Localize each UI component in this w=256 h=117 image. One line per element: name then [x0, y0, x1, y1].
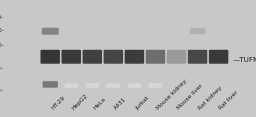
- FancyBboxPatch shape: [104, 50, 123, 64]
- Text: HepG2: HepG2: [71, 93, 89, 111]
- Text: Rat kidney: Rat kidney: [198, 85, 223, 111]
- Text: HT-29: HT-29: [50, 95, 66, 111]
- FancyBboxPatch shape: [42, 81, 58, 88]
- FancyBboxPatch shape: [125, 50, 144, 64]
- FancyBboxPatch shape: [188, 50, 207, 64]
- Text: Rat liver: Rat liver: [219, 90, 240, 111]
- FancyBboxPatch shape: [65, 83, 78, 88]
- FancyBboxPatch shape: [86, 83, 99, 88]
- Text: 40KD-: 40KD-: [0, 66, 4, 71]
- FancyBboxPatch shape: [127, 83, 141, 88]
- Text: 70KD-: 70KD-: [0, 28, 4, 33]
- Text: —TUFM: —TUFM: [233, 57, 256, 63]
- FancyBboxPatch shape: [83, 50, 102, 64]
- FancyBboxPatch shape: [209, 50, 228, 64]
- Text: Mouse kidney: Mouse kidney: [155, 79, 188, 111]
- Text: A431: A431: [113, 97, 127, 111]
- Text: Jurkat: Jurkat: [134, 96, 150, 111]
- Text: 100KD-: 100KD-: [0, 15, 4, 20]
- Text: Mouse liver: Mouse liver: [176, 84, 204, 111]
- FancyBboxPatch shape: [148, 83, 162, 88]
- Text: 35KD-: 35KD-: [0, 88, 4, 93]
- FancyBboxPatch shape: [167, 50, 186, 64]
- Text: 55KD-: 55KD-: [0, 43, 4, 48]
- FancyBboxPatch shape: [146, 50, 165, 64]
- FancyBboxPatch shape: [42, 28, 59, 35]
- FancyBboxPatch shape: [40, 50, 60, 64]
- FancyBboxPatch shape: [106, 83, 120, 88]
- FancyBboxPatch shape: [190, 28, 205, 34]
- Text: HeLa: HeLa: [92, 97, 106, 111]
- FancyBboxPatch shape: [61, 50, 81, 64]
